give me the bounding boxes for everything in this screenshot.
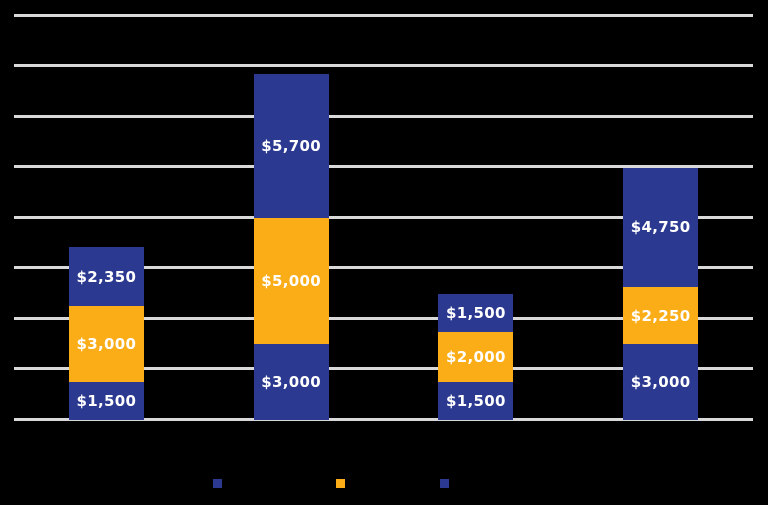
bar-segment-label: $4,750: [630, 218, 691, 237]
bar-segment: $5,700: [253, 74, 329, 218]
legend-swatch: [213, 479, 222, 488]
gridline: [14, 64, 753, 67]
gridline: [14, 13, 753, 17]
bar-stack: $1,500 $2,000 $1,500: [438, 293, 514, 420]
bar-segment: $3,000: [623, 344, 699, 420]
gridline: [14, 165, 753, 168]
bar-segment-label: $2,350: [76, 267, 137, 286]
bar-segment-label: $2,250: [630, 306, 691, 325]
bar-segment-label: $5,000: [261, 272, 321, 291]
bar-segment-label: $2,000: [446, 347, 506, 366]
bar-stack: $1,500 $3,000 $2,350: [68, 247, 144, 420]
bar-segment-label: $3,000: [630, 373, 691, 392]
gridline: [14, 215, 753, 219]
bar-stack: $3,000 $2,250 $4,750: [623, 167, 699, 420]
bar-segment-label: $1,500: [446, 303, 506, 322]
bar-segment: $2,000: [438, 331, 514, 383]
gridline: [14, 114, 753, 118]
bar-segment: $1,500: [438, 293, 514, 332]
bar-segment: $3,000: [68, 306, 144, 383]
bar-segment-label: $1,500: [446, 392, 506, 411]
bar-segment-label: $5,700: [261, 137, 321, 156]
bar-segment-label: $3,000: [76, 335, 137, 354]
bar-segment-label: $3,000: [261, 373, 321, 392]
bar-segment: $2,350: [68, 247, 144, 307]
legend-swatch: [440, 479, 449, 488]
gridline: [14, 417, 753, 421]
bar-segment-label: $1,500: [76, 392, 137, 411]
bar-stack: $3,000 $5,000 $5,700: [253, 74, 329, 420]
bar-segment: $2,250: [623, 287, 699, 345]
bar-segment: $4,750: [623, 167, 699, 288]
bar-segment: $3,000: [253, 344, 329, 420]
gridline: [14, 266, 753, 269]
plot-area: $1,500 $3,000 $2,350 $3,000 $5,000 $5,700 $1,5…: [14, 13, 753, 421]
gridline: [14, 367, 753, 370]
bar-segment: $1,500: [68, 382, 144, 420]
legend-swatch: [336, 479, 345, 488]
bar-segment: $1,500: [438, 382, 514, 420]
bar-segment: $5,000: [253, 218, 329, 345]
gridline: [14, 316, 753, 320]
